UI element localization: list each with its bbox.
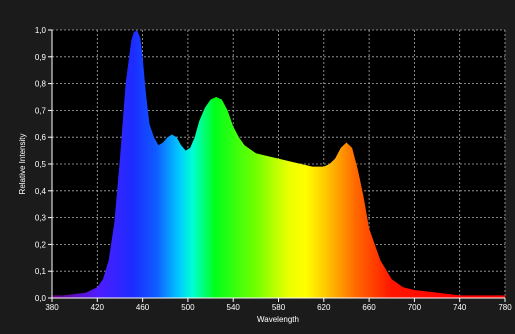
x-tick-label: 540 <box>227 303 241 312</box>
y-tick-label: 0,3 <box>35 214 47 223</box>
x-tick-label: 460 <box>136 303 150 312</box>
y-tick-label: 0,8 <box>35 80 47 89</box>
x-tick-label: 420 <box>91 303 105 312</box>
y-tick-label: 0,5 <box>35 160 47 169</box>
y-tick-label: 0,6 <box>35 133 47 142</box>
series-spectrum-area <box>52 30 505 298</box>
y-tick-label: 0,1 <box>35 267 47 276</box>
x-axis-label: Wavelength <box>257 315 299 324</box>
x-tick-label: 780 <box>498 303 512 312</box>
y-tick-label: 0,7 <box>35 106 47 115</box>
y-axis-ticks: 0,0 0,1 0,2 0,3 0,4 0,5 0,6 0,7 0,8 0,9 1,0 <box>35 26 52 303</box>
x-tick-label: 660 <box>362 303 376 312</box>
x-tick-label: 580 <box>272 303 286 312</box>
y-tick-label: 0,2 <box>35 240 47 249</box>
x-tick-label: 500 <box>181 303 195 312</box>
x-tick-label: 620 <box>317 303 331 312</box>
y-axis-label: Relative Intensity <box>18 134 27 195</box>
y-tick-label: 0,4 <box>35 187 47 196</box>
y-tick-label: 1,0 <box>35 26 47 35</box>
y-tick-label: 0,9 <box>35 53 47 62</box>
y-tick-label: 0,0 <box>35 294 47 303</box>
x-tick-label: 740 <box>453 303 467 312</box>
x-tick-label: 700 <box>408 303 422 312</box>
x-axis-ticks: 380 420 460 500 540 580 620 660 700 740 780 <box>45 298 512 312</box>
x-tick-label: 380 <box>45 303 59 312</box>
